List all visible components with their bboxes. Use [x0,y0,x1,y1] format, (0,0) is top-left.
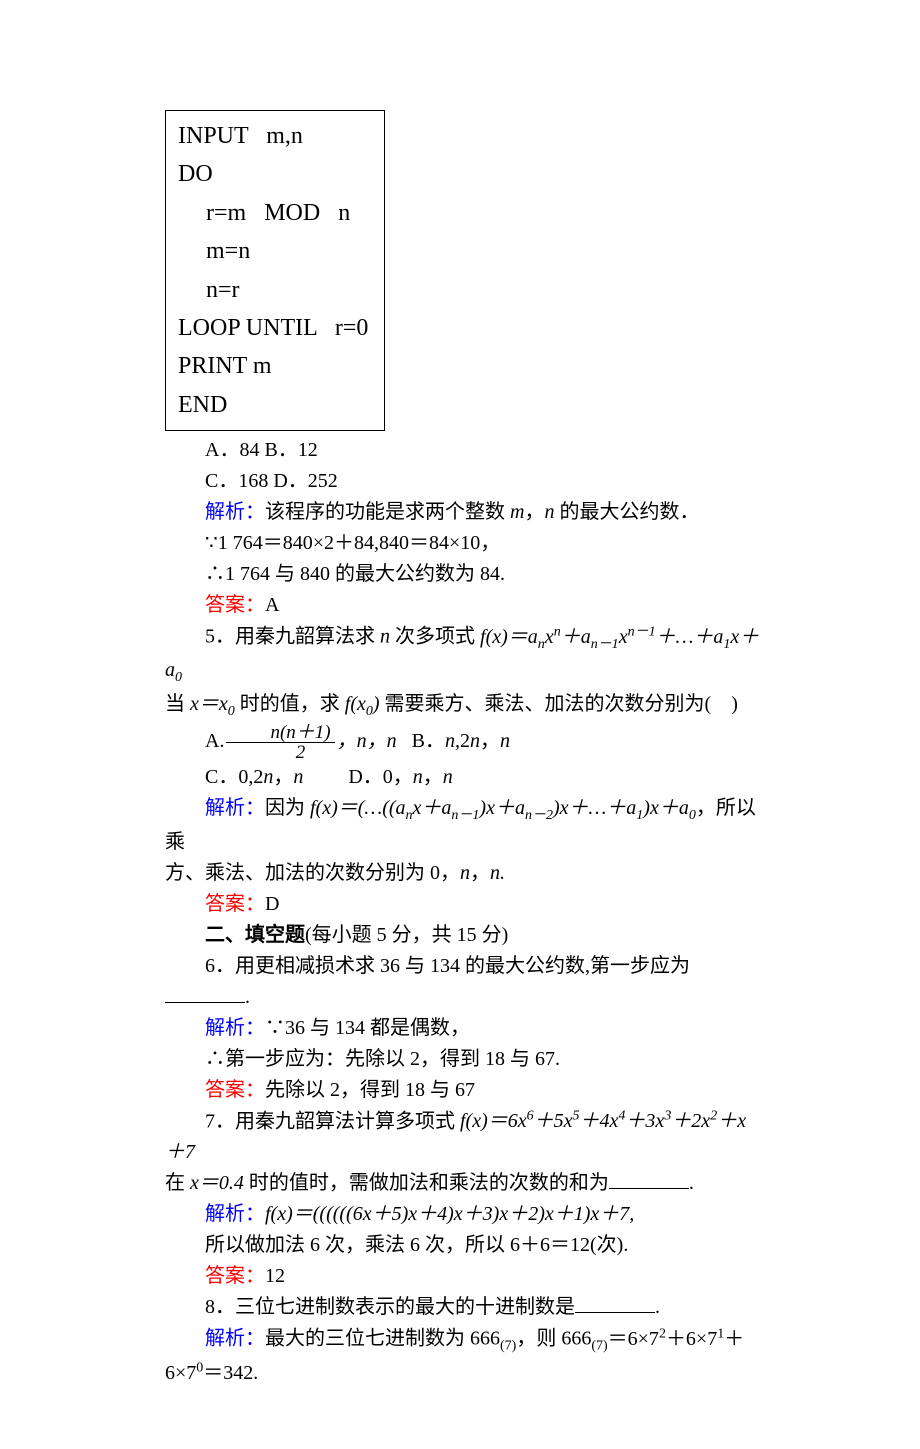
answer-label: 答案： [205,594,265,616]
answer-label: 答案： [205,893,265,915]
code-line: END [178,386,368,424]
q8-analysis-line2: 6×70＝342. [165,1358,765,1390]
fraction: n(n＋1)2 [226,723,334,762]
q6-answer: 答案：先除以 2，得到 18 与 67 [165,1075,765,1106]
answer-label: 答案： [205,1079,265,1101]
code-line: LOOP UNTIL r=0 [178,309,368,347]
q5-options-ab: A.n(n＋1)2，n，n B．n,2n，n [165,723,765,762]
q5-analysis-line2: 方、乘法、加法的次数分别为 0，n，n. [165,858,765,889]
analysis-label: 解析： [205,1017,265,1039]
q7-analysis-line2: 所以做加法 6 次，乘法 6 次，所以 6＋6＝12(次). [165,1230,765,1261]
q5-stem: 5．用秦九韶算法求 n 次多项式 f(x)＝anxn＋an－1xn－1＋…＋a1… [165,621,765,689]
q7-analysis: 解析：f(x)＝((((((6x＋5)x＋4)x＋3)x＋2)x＋1)x＋7, [165,1199,765,1230]
q4-options-cd: C．168 D．252 [165,466,765,497]
fill-blank [165,982,245,1003]
answer-label: 答案： [205,1265,265,1287]
q7-stem-line2: 在 x＝0.4 时的值时，需做加法和乘法的次数的和为. [165,1168,765,1199]
analysis-label: 解析： [205,797,265,819]
q4-step2: ∴1 764 与 840 的最大公约数为 84. [165,559,765,590]
q4-options-ab: A．84 B．12 [165,435,765,466]
fill-blank [575,1292,655,1313]
q4-step1: ∵1 764＝840×2＋84,840＝84×10， [165,528,765,559]
fill-blank [609,1168,689,1189]
q5-stem-line2: 当 x＝x0 时的值，求 f(x0) 需要乘方、乘法、加法的次数分别为( ) [165,689,765,723]
q4-answer: 答案：A [165,590,765,621]
q4-analysis: 解析：该程序的功能是求两个整数 m，n 的最大公约数． [165,497,765,528]
code-line: DO [178,155,368,193]
code-line: m=n [178,232,368,270]
q5-answer: 答案：D [165,889,765,920]
code-line: n=r [178,271,368,309]
analysis-label: 解析： [205,501,265,523]
q6-stem: 6．用更相减损术求 36 与 134 的最大公约数,第一步应为. [165,951,765,1013]
q5-options-cd: C．0,2n，n D．0，n，n [165,762,765,793]
q5-analysis: 解析：因为 f(x)＝(…((anx＋an－1)x＋an－2)x＋…＋a1)x＋… [165,793,765,858]
code-line: INPUT m,n [178,117,368,155]
code-line: r=m MOD n [178,194,368,232]
q6-analysis-line2: ∴第一步应为：先除以 2，得到 18 与 67. [165,1044,765,1075]
analysis-label: 解析： [205,1328,265,1350]
algorithm-code-box: INPUT m,n DO r=m MOD n m=n n=r LOOP UNTI… [165,110,385,431]
section-2-heading: 二、填空题(每小题 5 分，共 15 分) [165,920,765,951]
code-line: PRINT m [178,347,368,385]
q7-answer: 答案：12 [165,1261,765,1292]
analysis-label: 解析： [205,1203,265,1225]
q8-stem: 8．三位七进制数表示的最大的十进制数是. [165,1292,765,1323]
q7-stem: 7．用秦九韶算法计算多项式 f(x)＝6x6＋5x5＋4x4＋3x3＋2x2＋x… [165,1106,765,1169]
q6-analysis: 解析：∵36 与 134 都是偶数， [165,1013,765,1044]
q8-analysis: 解析：最大的三位七进制数为 666(7)，则 666(7)＝6×72＋6×71＋ [165,1323,765,1357]
